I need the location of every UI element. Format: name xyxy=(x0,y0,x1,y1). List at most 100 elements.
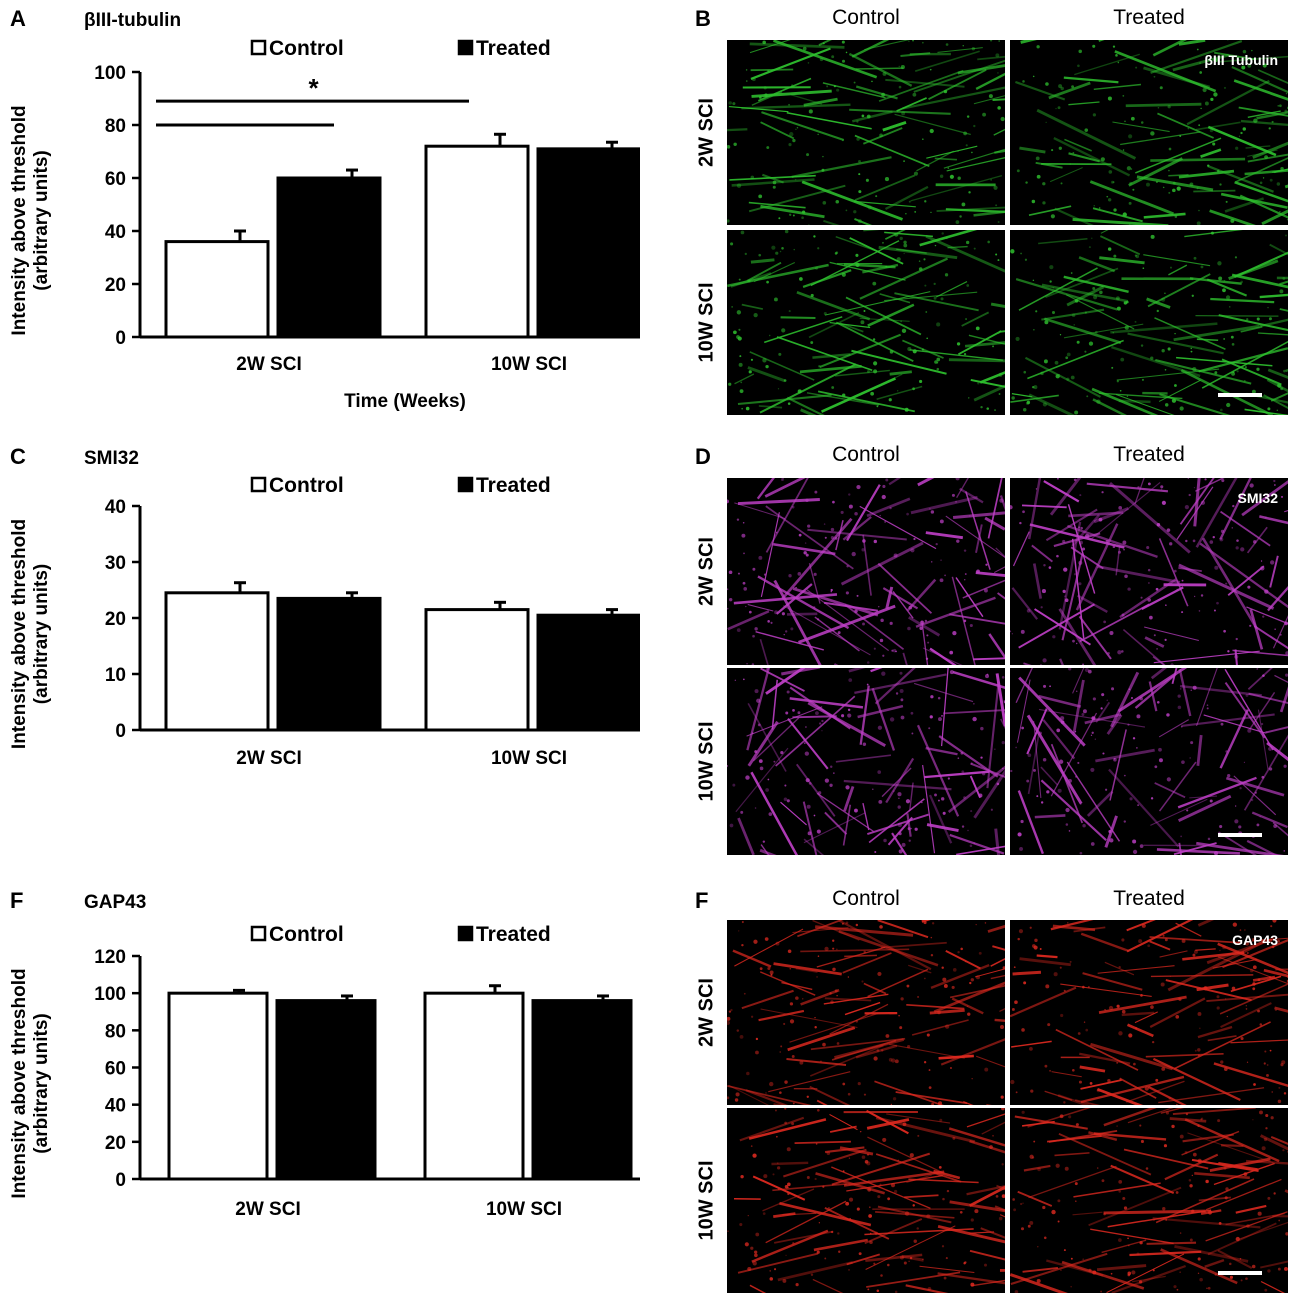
speck xyxy=(849,1217,851,1220)
speck xyxy=(863,950,866,954)
speck xyxy=(750,1145,753,1147)
speck xyxy=(1122,94,1125,97)
speck xyxy=(1259,181,1263,185)
speck xyxy=(901,842,906,847)
speck xyxy=(1173,1285,1177,1289)
speck xyxy=(1207,1210,1213,1215)
fiber xyxy=(1167,940,1264,992)
bar-control xyxy=(423,991,525,1181)
speck xyxy=(1022,407,1027,412)
fiber xyxy=(1269,243,1288,256)
fiber xyxy=(980,1227,1005,1239)
speck xyxy=(1124,120,1126,123)
fiber xyxy=(1279,280,1288,286)
fiber xyxy=(760,204,825,219)
speck xyxy=(885,478,889,482)
speck xyxy=(1108,829,1112,834)
fiber xyxy=(1279,686,1288,713)
speck xyxy=(930,953,934,957)
panel-letter-a: A xyxy=(10,6,26,31)
speck xyxy=(727,588,729,591)
speck xyxy=(971,47,976,51)
fiber xyxy=(1256,110,1288,120)
speck xyxy=(750,358,754,361)
speck xyxy=(869,1240,873,1245)
speck xyxy=(1252,982,1256,986)
speck xyxy=(918,267,923,271)
speck xyxy=(959,1210,963,1214)
fiber xyxy=(1034,608,1091,646)
fiber xyxy=(1200,148,1222,158)
fiber xyxy=(851,349,947,375)
speck xyxy=(739,1222,743,1227)
speck xyxy=(788,143,792,147)
speck xyxy=(804,751,810,756)
fiber xyxy=(1158,719,1189,738)
speck xyxy=(1162,1207,1166,1211)
speck xyxy=(1060,720,1065,724)
fiber xyxy=(824,1146,865,1154)
fiber xyxy=(1134,1011,1158,1024)
speck xyxy=(1129,797,1133,801)
speck xyxy=(937,799,940,802)
fiber xyxy=(737,1252,819,1274)
speck xyxy=(1101,693,1105,697)
speck xyxy=(824,1257,827,1260)
speck xyxy=(1082,985,1085,989)
fiber xyxy=(801,180,904,221)
fiber xyxy=(1028,205,1072,217)
speck xyxy=(1118,1190,1122,1193)
speck xyxy=(808,109,813,114)
speck xyxy=(833,85,836,88)
speck xyxy=(1252,965,1257,970)
speck xyxy=(1141,378,1144,381)
speck xyxy=(837,631,841,635)
fiber xyxy=(988,633,1005,660)
speck xyxy=(823,311,827,316)
speck xyxy=(1245,693,1249,697)
speck xyxy=(1128,223,1131,225)
speck xyxy=(930,211,932,214)
speck xyxy=(751,732,754,734)
speck xyxy=(1118,1031,1123,1036)
fiber xyxy=(1010,986,1077,1018)
speck xyxy=(1222,288,1226,293)
row-label: 2W SCI xyxy=(695,97,718,167)
fiber xyxy=(854,134,930,168)
fiber xyxy=(1073,1182,1161,1198)
fiber xyxy=(993,128,1005,136)
speck xyxy=(739,389,744,394)
speck xyxy=(791,84,794,87)
speck xyxy=(1168,1096,1172,1100)
fiber xyxy=(727,263,829,288)
fiber xyxy=(1234,649,1238,665)
fiber xyxy=(1145,1053,1224,1058)
fiber xyxy=(973,769,1005,819)
speck xyxy=(1070,375,1075,380)
fiber xyxy=(781,478,784,482)
speck xyxy=(1196,221,1201,225)
speck xyxy=(743,992,746,995)
speck xyxy=(1179,1271,1181,1273)
speck xyxy=(1212,535,1215,539)
speck xyxy=(1193,487,1196,489)
speck xyxy=(1043,1236,1047,1240)
fiber xyxy=(1217,956,1288,985)
speck xyxy=(920,620,925,625)
speck xyxy=(1278,1219,1281,1222)
speck xyxy=(1124,325,1129,330)
fiber xyxy=(1132,1275,1166,1283)
speck xyxy=(1162,186,1165,189)
fiber xyxy=(1068,511,1124,518)
speck xyxy=(1056,728,1061,733)
speck xyxy=(1234,819,1239,824)
y-axis-label: Intensity above threshold xyxy=(9,968,30,1198)
speck xyxy=(765,364,769,369)
speck xyxy=(784,1121,788,1125)
speck xyxy=(1032,279,1035,282)
speck xyxy=(995,204,998,207)
speck xyxy=(898,832,902,836)
speck xyxy=(1235,146,1239,150)
